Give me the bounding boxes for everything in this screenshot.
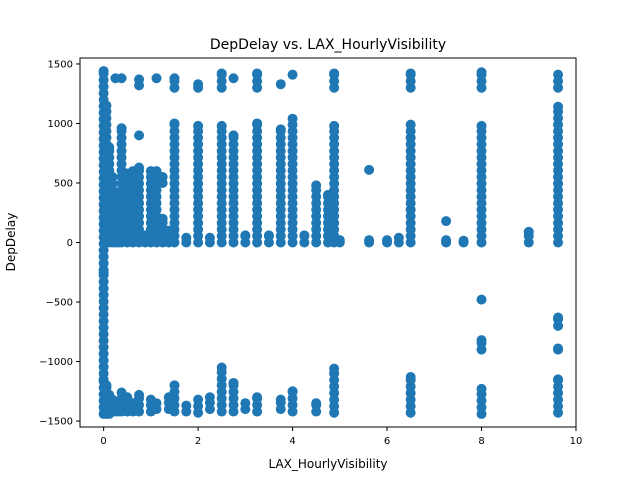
scatter-point xyxy=(193,394,204,405)
y-tick-label: 1500 xyxy=(48,59,73,70)
scatter-point xyxy=(553,69,564,80)
scatter-point xyxy=(287,69,298,80)
scatter-point xyxy=(405,68,416,79)
scatter-point xyxy=(98,66,109,77)
scatter-point xyxy=(476,335,487,346)
scatter-point xyxy=(240,398,251,409)
scatter-point xyxy=(116,73,127,84)
scatter-point xyxy=(157,213,168,224)
x-axis-ticks: 0 2 4 6 8 10 xyxy=(100,427,582,447)
scatter-point xyxy=(476,294,487,305)
scatter-point xyxy=(204,232,215,243)
scatter-point xyxy=(228,377,239,388)
scatter-point xyxy=(134,389,145,400)
scatter-point xyxy=(104,142,115,153)
scatter-point xyxy=(441,216,452,227)
scatter-point xyxy=(151,73,162,84)
x-tick-label: 6 xyxy=(384,436,390,447)
x-tick-label: 2 xyxy=(195,436,201,447)
scatter-point xyxy=(181,232,192,243)
scatter-point xyxy=(134,74,145,85)
scatter-point xyxy=(240,230,251,241)
scatter-point xyxy=(334,235,345,246)
scatter-point xyxy=(193,79,204,90)
scatter-point xyxy=(181,400,192,411)
scatter-point xyxy=(476,67,487,78)
scatter-point xyxy=(216,120,227,131)
scatter-point xyxy=(157,172,168,183)
y-tick-label: 0 xyxy=(67,238,73,249)
scatter-point xyxy=(204,392,215,403)
scatter-point xyxy=(393,232,404,243)
scatter-point xyxy=(287,386,298,397)
scatter-point xyxy=(101,100,112,111)
scatter-point xyxy=(216,68,227,79)
scatter-point xyxy=(329,68,340,79)
scatter-point xyxy=(134,130,145,141)
scatter-point xyxy=(476,120,487,131)
chart-title: DepDelay vs. LAX_HourlyVisibility xyxy=(210,37,446,53)
scatter-point xyxy=(151,398,162,409)
y-tick-label: −1500 xyxy=(39,417,73,428)
data-points xyxy=(98,66,564,419)
scatter-point xyxy=(252,392,263,403)
scatter-point xyxy=(216,362,227,373)
scatter-point xyxy=(441,235,452,246)
scatter-point xyxy=(329,120,340,131)
scatter-point xyxy=(553,374,564,385)
x-tick-label: 0 xyxy=(100,436,106,447)
scatter-point xyxy=(364,235,375,246)
scatter-point xyxy=(553,312,564,323)
scatter-point xyxy=(405,372,416,383)
y-axis-label: DepDelay xyxy=(4,213,18,272)
scatter-point xyxy=(252,118,263,129)
scatter-point xyxy=(252,68,263,79)
scatter-point xyxy=(523,226,534,237)
x-tick-label: 10 xyxy=(570,436,583,447)
x-axis-label: LAX_HourlyVisibility xyxy=(268,457,387,471)
scatter-point xyxy=(134,162,145,173)
y-tick-label: 500 xyxy=(54,178,73,189)
scatter-point xyxy=(329,363,340,374)
scatter-point xyxy=(299,230,310,241)
scatter-point xyxy=(405,119,416,130)
scatter-point xyxy=(228,130,239,141)
scatter-point xyxy=(364,164,375,175)
scatter-point xyxy=(116,123,127,134)
scatter-point xyxy=(169,118,180,129)
y-tick-label: −1000 xyxy=(39,357,73,368)
scatter-point xyxy=(275,394,286,405)
scatter-point xyxy=(476,383,487,394)
scatter-point xyxy=(311,180,322,191)
scatter-point xyxy=(228,73,239,84)
scatter-point xyxy=(382,235,393,246)
scatter-point xyxy=(311,398,322,409)
y-tick-label: −500 xyxy=(46,298,73,309)
scatter-point xyxy=(107,172,118,183)
scatter-point xyxy=(263,230,274,241)
scatter-point xyxy=(553,101,564,112)
scatter-point xyxy=(553,343,564,354)
scatter-point xyxy=(287,113,298,124)
scatter-point xyxy=(101,380,112,391)
y-tick-label: 1000 xyxy=(48,119,73,130)
scatter-point xyxy=(151,166,162,177)
scatter-point xyxy=(275,79,286,90)
scatter-point xyxy=(169,73,180,84)
x-tick-label: 4 xyxy=(289,436,295,447)
scatter-point xyxy=(169,380,180,391)
scatter-point xyxy=(193,120,204,131)
scatter-point xyxy=(458,235,469,246)
scatter-point xyxy=(275,124,286,135)
y-axis-ticks: −1500 −1000 −500 0 500 1000 1500 xyxy=(39,59,80,428)
x-tick-label: 8 xyxy=(478,436,484,447)
